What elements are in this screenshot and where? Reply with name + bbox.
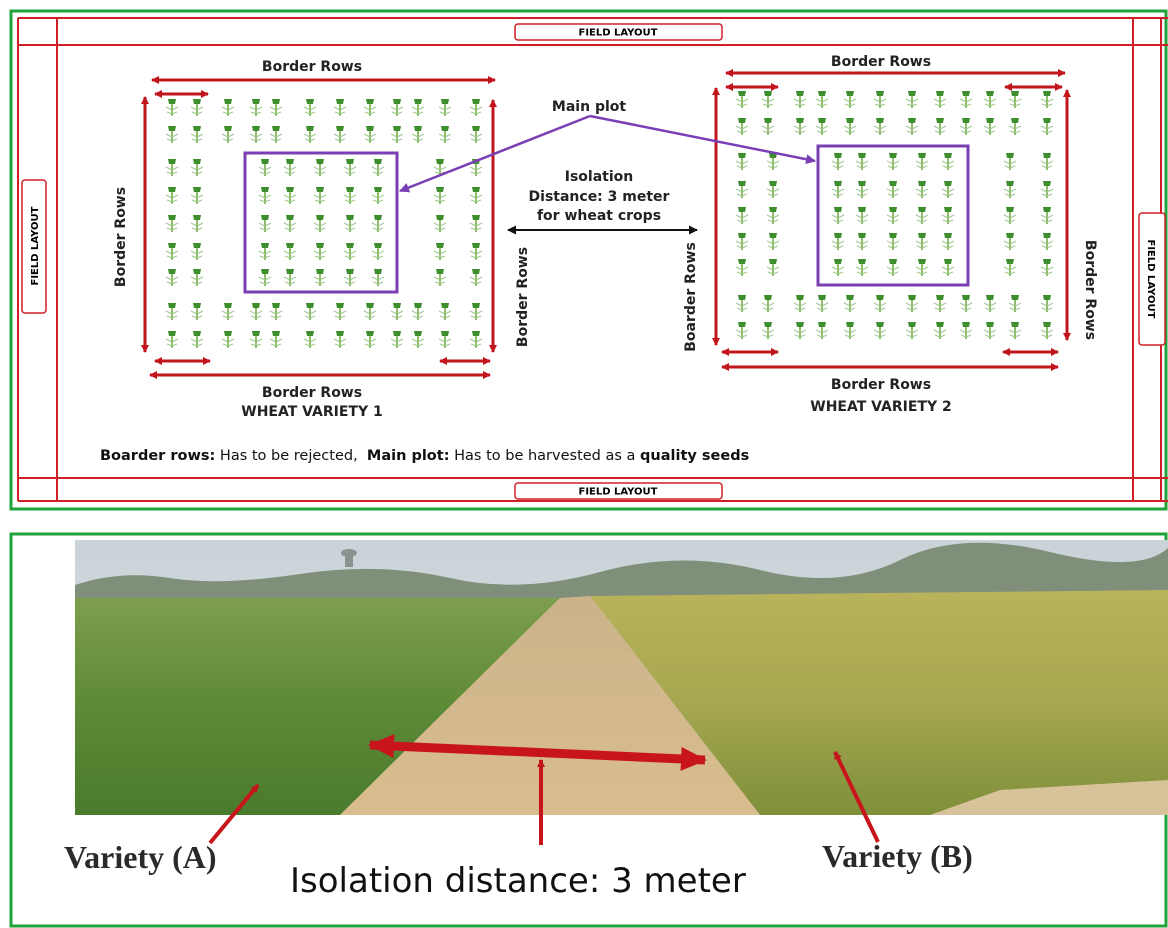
variety-b-label: Variety (B) xyxy=(822,838,973,874)
field-layout-label: FIELD LAYOUT xyxy=(578,28,657,39)
border-rows-label: Border Rows xyxy=(262,385,362,401)
isolation-label: Isolation xyxy=(565,169,633,185)
panel-border xyxy=(11,11,1166,509)
border-rows-label: Border Rows xyxy=(831,54,931,70)
field-layout-label: FIELD LAYOUT xyxy=(578,487,657,498)
border-rows-label: Border Rows xyxy=(1082,240,1098,340)
note-term: Boarder rows: xyxy=(100,448,215,464)
water-tower xyxy=(341,549,357,557)
note-term: quality seeds xyxy=(640,448,749,464)
isolation-label: for wheat crops xyxy=(537,208,661,224)
field-photo xyxy=(75,540,1168,815)
note-text: Has to be harvested as a xyxy=(450,448,641,464)
variety-a-label: Variety (A) xyxy=(64,839,217,875)
main-plot-label: Main plot xyxy=(552,99,626,115)
border-rows-label: Border Rows xyxy=(831,377,931,393)
variety-label: WHEAT VARIETY 1 xyxy=(241,404,382,420)
note-text: Has to be rejected, xyxy=(215,448,367,464)
page: FIELD LAYOUT FIELD LAYOUT FIELD LAYOUT F… xyxy=(0,0,1168,928)
border-rows-label: Border Rows xyxy=(113,187,129,287)
note-term: Main plot: xyxy=(367,448,450,464)
border-rows-label: Boarder Rows xyxy=(683,242,699,352)
field-layout-label: FIELD LAYOUT xyxy=(30,206,41,285)
isolation-label: Distance: 3 meter xyxy=(529,189,670,205)
variety-label: WHEAT VARIETY 2 xyxy=(810,399,951,415)
field-layout-label: FIELD LAYOUT xyxy=(1145,239,1156,318)
border-rows-label: Border Rows xyxy=(515,247,531,347)
isolation-label: Isolation distance: 3 meter xyxy=(290,861,746,901)
border-rows-label: Border Rows xyxy=(262,59,362,75)
field-photo-panel: Variety (A) Isolation distance: 3 meter … xyxy=(11,534,1168,926)
field-layout-diagram: FIELD LAYOUT FIELD LAYOUT FIELD LAYOUT F… xyxy=(11,11,1168,509)
note: Boarder rows: Has to be rejected, Main p… xyxy=(100,448,749,464)
